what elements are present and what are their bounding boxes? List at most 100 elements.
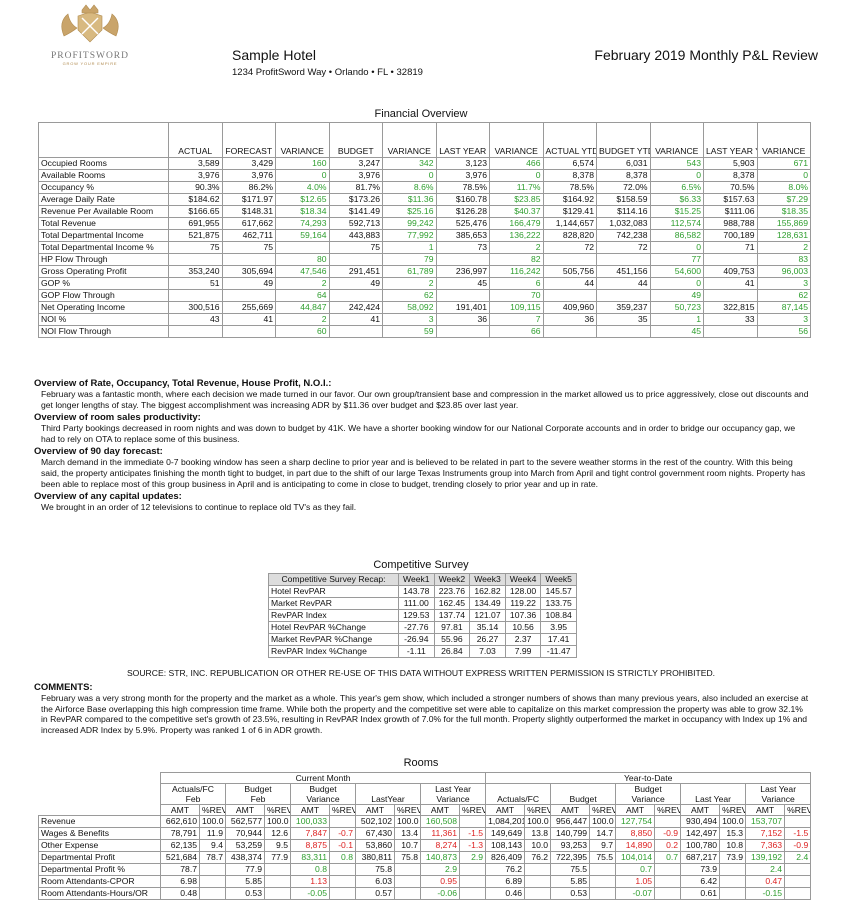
cell: 3,589: [168, 157, 223, 170]
group-header: Last Year Variance: [419, 783, 487, 805]
group-header: Budget Variance: [615, 783, 682, 805]
cell: 4.0%: [275, 181, 330, 194]
cell: 10.56: [504, 621, 542, 634]
cell: 100.0: [199, 815, 226, 828]
financial-table: ACTUAL FORECAST VARIANCE BUDGET VARIANCE LAST…: [38, 122, 811, 338]
cell: 128,631: [756, 229, 811, 242]
cell: 3.95: [540, 621, 577, 634]
row-label: Gross Operating Profit: [38, 265, 169, 278]
cell: 143.78: [398, 585, 435, 598]
cell: 0.53: [550, 887, 591, 900]
cell: 100.0: [719, 815, 747, 828]
row-label: GOP %: [38, 277, 169, 290]
cell: 10.8: [719, 839, 747, 852]
cell: 562,577: [225, 815, 265, 828]
column-header: Week1: [398, 573, 435, 586]
table-row: Hotel RevPAR 143.78 223.76 162.82 128.00 145.…: [268, 585, 577, 598]
cell: 53,860: [355, 839, 395, 852]
cell: [589, 875, 617, 888]
cell: 139,192: [745, 851, 786, 864]
cell: 55.96: [433, 633, 471, 646]
cell: 61,789: [382, 265, 437, 278]
report-title: February 2019 Monthly P&L Review: [594, 47, 818, 63]
cell: 0: [649, 277, 704, 290]
cell: 0.7: [654, 851, 682, 864]
group-header-line: Variance: [306, 794, 340, 804]
cell: -1.5: [458, 827, 487, 840]
cell: 128.00: [504, 585, 542, 598]
subheader: AMT: [420, 804, 460, 816]
cell: [168, 325, 223, 338]
section-body: March demand in the immediate 0-7 bookin…: [41, 457, 806, 489]
cell: 988,788: [703, 217, 758, 230]
cell: 7.03: [469, 645, 506, 658]
header-text: FORECAST: [225, 146, 273, 156]
cell: 2.4: [784, 851, 812, 864]
cell: 2: [382, 277, 437, 290]
cell: 0: [649, 241, 704, 254]
cell: 47,546: [275, 265, 330, 278]
cell: 160: [275, 157, 330, 170]
group-header-line: Actuals/FC: [171, 784, 215, 795]
column-header: LAST YEAR: [435, 122, 490, 158]
cell: [435, 325, 490, 338]
group-header: Actuals/FC Feb: [160, 783, 226, 805]
cell: 8,378: [542, 169, 597, 182]
cell: [199, 863, 226, 876]
cell: 76.2: [524, 851, 552, 864]
cell: [784, 875, 812, 888]
cell: 26.27: [469, 633, 506, 646]
cell: 78.7: [199, 851, 226, 864]
cell: 119.22: [504, 597, 542, 610]
cell: 2: [756, 241, 811, 254]
row-label: Revenue Per Available Room: [38, 205, 169, 218]
cell: 81.7%: [328, 181, 383, 194]
cell: 9.7: [589, 839, 617, 852]
table-row: Hotel RevPAR %Change -27.76 97.81 35.14 10.5…: [268, 621, 577, 634]
cell: 62,135: [160, 839, 200, 852]
cell: $184.62: [168, 193, 223, 206]
cell: [199, 875, 226, 888]
cell: 60: [275, 325, 330, 338]
cell: 53,259: [225, 839, 265, 852]
column-header: BUDGET YTD: [596, 122, 651, 158]
subheader: AMT: [355, 804, 395, 816]
cell: [719, 875, 747, 888]
table-row: Departmental Profit 521,684 78.7 438,374 77.…: [38, 851, 812, 864]
cell: [275, 241, 330, 254]
column-header: Competitive Survey Recap:: [268, 573, 399, 586]
header-text: LAST YEAR YTD: [706, 146, 756, 156]
cell: 109,115: [489, 301, 544, 314]
cell: $40.37: [489, 205, 544, 218]
cell: 79: [382, 253, 437, 266]
cell: 58,092: [382, 301, 437, 314]
cell: 36: [435, 313, 490, 326]
cell: 70: [489, 289, 544, 302]
cell: 153,707: [745, 815, 786, 828]
cell: [654, 875, 682, 888]
cell: [703, 325, 758, 338]
cell: 77: [649, 253, 704, 266]
cell: $173.26: [328, 193, 383, 206]
cell: [264, 863, 291, 876]
subheader: AMT: [290, 804, 330, 816]
cell: 687,217: [680, 851, 721, 864]
header-text: BUDGET: [337, 146, 374, 156]
cell: [435, 253, 490, 266]
header-text: VARIANCE: [762, 146, 806, 156]
table-row: Room Attendants-Hours/OR 0.48 0.53 -0.05 0.5…: [38, 887, 812, 900]
row-label: Wages & Benefits: [38, 827, 161, 840]
cell: 142,497: [680, 827, 721, 840]
subheader: AMT: [160, 804, 200, 816]
cell: $160.78: [435, 193, 490, 206]
rooms-table: Current Month Year-to-Date Actuals/FC Feb Bu…: [38, 772, 812, 900]
column-header: FORECAST: [221, 122, 276, 158]
cell: 3,976: [328, 169, 383, 182]
cell: 342: [382, 157, 437, 170]
row-label: Total Revenue: [38, 217, 169, 230]
cell: 3: [756, 313, 811, 326]
cell: 8,378: [703, 169, 758, 182]
cell: [524, 887, 552, 900]
cell: 3,247: [328, 157, 383, 170]
group-header: Budget Variance: [290, 783, 356, 805]
